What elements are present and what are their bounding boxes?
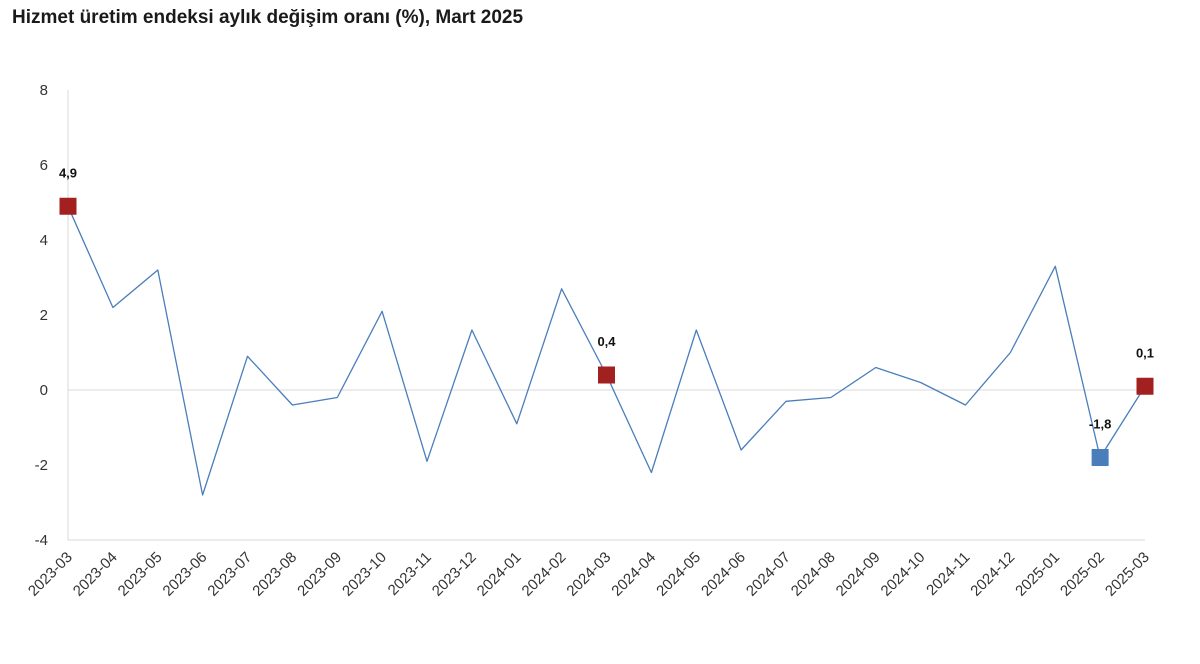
y-axis-ticks: -4 -2 0 2 4 6 8 [35, 82, 48, 549]
highlight-marker [59, 197, 77, 215]
y-tick-label: -2 [35, 457, 48, 474]
x-tick-label: 2025-02 [1057, 549, 1108, 600]
x-tick-label: 2024-08 [788, 549, 839, 600]
x-tick-label: 2024-06 [698, 549, 749, 600]
data-label: 4,9 [59, 165, 77, 180]
x-tick-label: 2023-06 [159, 549, 210, 600]
data-label: -1,8 [1089, 417, 1111, 432]
data-label: 0,4 [597, 334, 616, 349]
y-tick-label: 0 [40, 382, 48, 399]
series-lines [67, 206, 1146, 496]
chart-title: Hizmet üretim endeksi aylık değişim oran… [12, 7, 524, 28]
x-tick-label: 2024-12 [967, 549, 1018, 600]
axes [67, 90, 1145, 541]
x-tick-label: 2024-05 [653, 549, 704, 600]
x-tick-label: 2025-01 [1012, 549, 1063, 600]
data-labels: 4,9 0,4 -1,8 0,1 [59, 165, 1154, 431]
x-axis-ticks: 2023-032023-042023-052023-062023-072023-… [25, 549, 1153, 600]
x-tick-label: 2023-10 [339, 549, 390, 600]
y-tick-label: 8 [40, 82, 48, 99]
x-tick-label: 2023-09 [294, 549, 345, 600]
x-tick-label: 2023-08 [249, 549, 300, 600]
series-line [67, 206, 1146, 496]
highlight-marker [1091, 449, 1109, 466]
x-tick-label: 2024-09 [833, 549, 884, 600]
x-tick-label: 2024-11 [923, 549, 973, 599]
y-tick-label: 6 [40, 157, 48, 174]
x-tick-label: 2024-03 [563, 549, 614, 600]
x-tick-label: 2023-07 [204, 549, 255, 600]
x-tick-label: 2023-12 [429, 549, 480, 600]
x-tick-label: 2023-04 [70, 549, 121, 600]
y-tick-label: 2 [40, 307, 48, 324]
data-label: 0,1 [1136, 345, 1154, 360]
x-tick-label: 2023-05 [115, 549, 166, 600]
x-tick-label: 2024-01 [474, 549, 525, 600]
y-tick-label: -4 [35, 532, 48, 549]
x-tick-label: 2024-07 [743, 549, 794, 600]
x-tick-label: 2024-02 [518, 549, 569, 600]
y-tick-label: 4 [40, 232, 48, 249]
highlight-markers [59, 197, 1154, 466]
x-tick-label: 2023-11 [385, 549, 435, 599]
x-tick-label: 2024-04 [608, 549, 659, 600]
highlight-marker [598, 366, 615, 384]
highlight-marker [1136, 377, 1154, 395]
x-tick-label: 2024-10 [877, 549, 928, 600]
x-tick-label: 2023-03 [25, 549, 76, 600]
x-tick-label: 2025-03 [1102, 549, 1153, 600]
